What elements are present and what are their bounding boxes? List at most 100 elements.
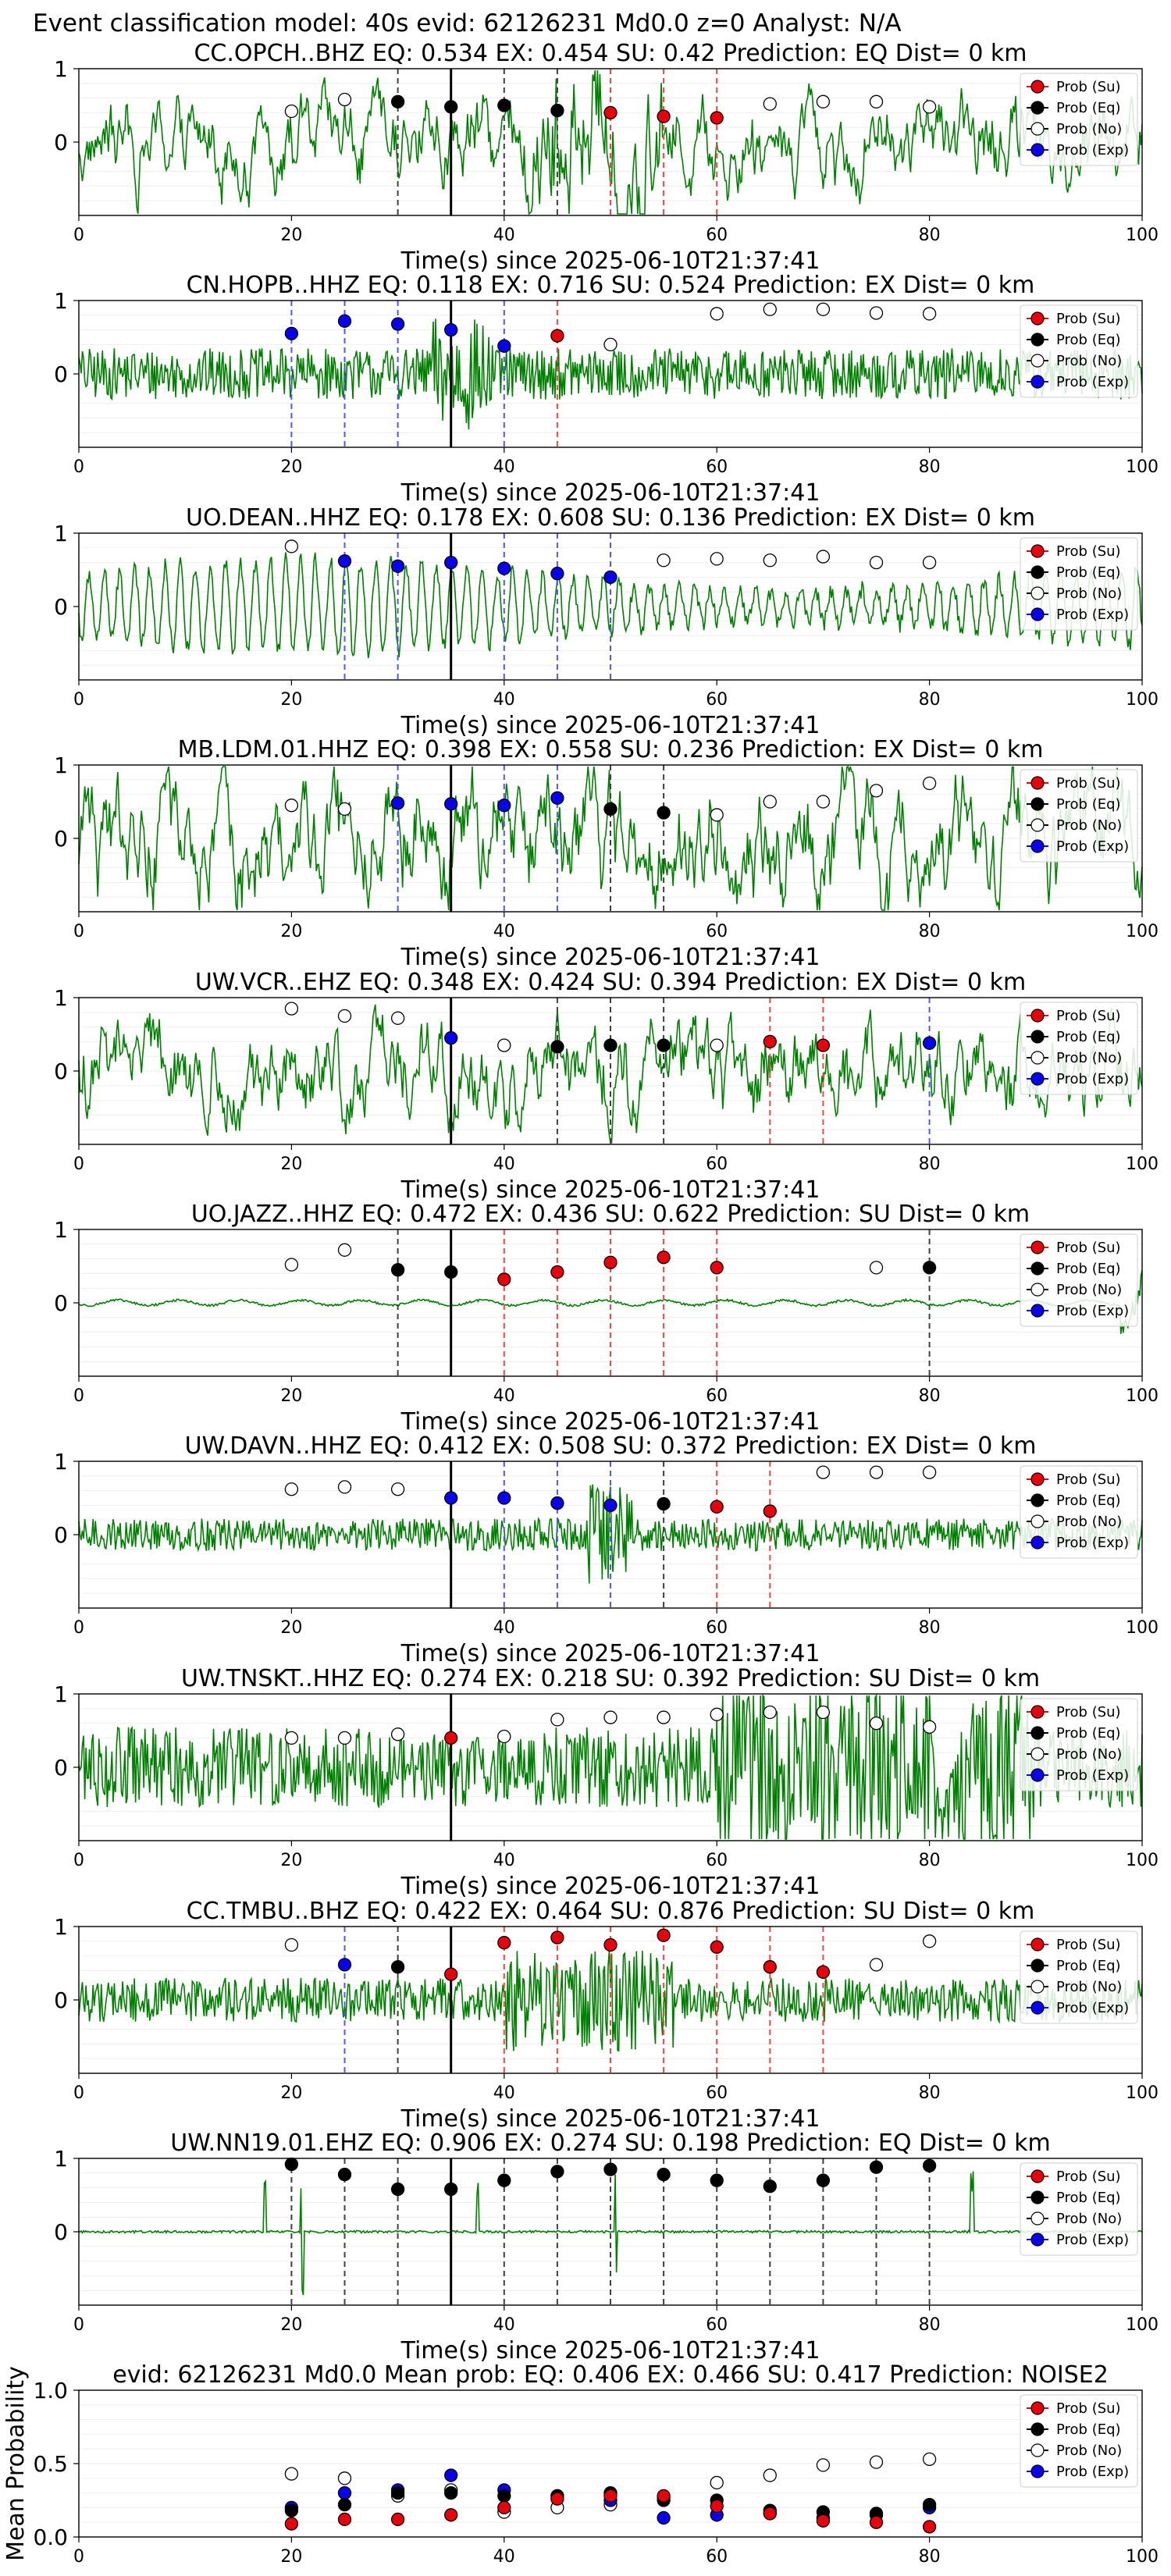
prob-marker-eq	[444, 2182, 458, 2197]
x-tick-label: 40	[493, 2547, 515, 2567]
prob-marker-no	[869, 1465, 884, 1479]
prob-marker-no	[922, 555, 937, 570]
x-tick-label: 40	[493, 2083, 515, 2103]
mean-prob-marker-su	[869, 2515, 884, 2529]
prob-marker-su	[550, 1265, 564, 1279]
y-tick-label: 1.0	[33, 2378, 68, 2403]
x-axis-label: Time(s) since 2025-06-10T21:37:41	[400, 712, 820, 739]
prob-marker-su	[763, 1960, 777, 1974]
y-tick-label: 0	[54, 1755, 68, 1781]
mean-prob-marker-no	[922, 2452, 937, 2467]
y-tick-label: 0	[54, 2219, 68, 2245]
panel-11: evid: 62126231 Md0.0 Mean prob: EQ: 0.40…	[2, 2361, 1159, 2567]
prob-marker-no	[816, 302, 831, 316]
legend-marker-exp	[1030, 143, 1045, 157]
prob-marker-exp	[922, 1036, 937, 1050]
legend-marker-exp	[1030, 1768, 1045, 1782]
prob-marker-eq	[497, 2173, 511, 2187]
legend-marker-eq	[1030, 2190, 1045, 2204]
x-tick-label: 60	[706, 226, 728, 245]
prob-marker-eq	[657, 806, 671, 820]
prob-marker-exp	[603, 570, 618, 585]
legend-marker-exp	[1030, 607, 1045, 621]
axes-frame	[78, 68, 1143, 216]
mean-prob-marker-eq	[337, 2497, 352, 2512]
prob-marker-no	[922, 100, 937, 114]
y-tick-label: 1	[54, 56, 68, 82]
x-tick-label: 60	[706, 2547, 728, 2567]
prob-marker-no	[869, 94, 884, 109]
legend-marker-su	[1030, 1472, 1045, 1486]
legend-label-eq: Prob (Eq)	[1056, 100, 1121, 116]
prob-marker-eq	[922, 1261, 937, 1275]
legend-label-eq: Prob (Eq)	[1056, 1958, 1121, 1974]
mean-prob-marker-exp	[444, 2468, 458, 2482]
x-axis-label: Time(s) since 2025-06-10T21:37:41	[400, 1176, 820, 1204]
prob-marker-no	[869, 555, 884, 570]
mean-prob-marker-eq	[444, 2485, 458, 2500]
legend-label-eq: Prob (Eq)	[1056, 796, 1121, 813]
prob-marker-no	[710, 307, 724, 321]
x-tick-label: 80	[919, 457, 941, 477]
panel-title: UO.JAZZ..HHZ EQ: 0.472 EX: 0.436 SU: 0.6…	[191, 1201, 1030, 1228]
x-tick-label: 80	[919, 1155, 941, 1174]
legend-frame	[1020, 2162, 1138, 2256]
prob-marker-eq	[444, 100, 458, 114]
legend-marker-no	[1030, 1283, 1045, 1297]
mean-prob-marker-su	[497, 2500, 511, 2515]
legend-label-su: Prob (Su)	[1056, 1471, 1121, 1488]
prob-marker-exp	[390, 317, 405, 331]
prob-marker-no	[284, 1258, 299, 1272]
mean-prob-marker-su	[284, 2517, 299, 2531]
legend-marker-eq	[1030, 1261, 1045, 1276]
prob-marker-no	[869, 306, 884, 320]
legend-marker-eq	[1030, 333, 1045, 347]
y-tick-label: 1	[54, 521, 68, 546]
prob-marker-no	[869, 1958, 884, 1972]
prob-marker-no	[284, 1002, 299, 1016]
prob-marker-eq	[603, 1038, 618, 1052]
legend-label-eq: Prob (Eq)	[1056, 2190, 1121, 2206]
prob-marker-no	[284, 1731, 299, 1745]
x-tick-label: 0	[73, 1386, 84, 1406]
panel-3: UO.DEAN..HHZ EQ: 0.178 EX: 0.608 SU: 0.1…	[54, 504, 1159, 739]
prob-marker-su	[816, 1038, 831, 1052]
legend-label-no: Prob (No)	[1056, 1979, 1122, 1995]
legend-label-no: Prob (No)	[1056, 1050, 1122, 1066]
prob-marker-no	[390, 1727, 405, 1742]
mean-prob-marker-no	[816, 2458, 831, 2472]
panel-title: CC.TMBU..BHZ EQ: 0.422 EX: 0.464 SU: 0.8…	[187, 1898, 1035, 1925]
x-tick-label: 40	[493, 1386, 515, 1406]
axes-frame	[78, 997, 1143, 1145]
legend: Prob (Su) Prob (Eq) Prob (No) Prob (Exp)	[1020, 304, 1138, 398]
x-axis-label: Time(s) since 2025-06-10T21:37:41	[400, 479, 820, 507]
mean-prob-marker-eq	[922, 2497, 937, 2512]
legend-marker-no	[1030, 122, 1045, 136]
legend-label-exp: Prob (Exp)	[1056, 607, 1129, 623]
mean-prob-marker-no	[710, 2475, 724, 2490]
legend-label-exp: Prob (Exp)	[1056, 1303, 1129, 1319]
legend: Prob (Su) Prob (Eq) Prob (No) Prob (Exp)	[1020, 1233, 1138, 1327]
prob-marker-no	[816, 1465, 831, 1479]
prob-marker-exp	[550, 567, 564, 581]
x-tick-label: 80	[919, 1618, 941, 1638]
x-tick-label: 20	[280, 922, 302, 941]
x-tick-label: 40	[493, 1618, 515, 1638]
x-tick-label: 100	[1126, 690, 1159, 710]
x-tick-label: 20	[280, 1618, 302, 1638]
legend-label-exp: Prob (Exp)	[1056, 1767, 1129, 1784]
panel-8: UW.TNSKT..HHZ EQ: 0.274 EX: 0.218 SU: 0.…	[54, 1665, 1159, 1900]
x-tick-label: 100	[1126, 1386, 1159, 1406]
legend-frame	[1020, 1002, 1138, 1095]
prob-marker-no	[284, 539, 299, 553]
axes-frame	[78, 1229, 1143, 1377]
x-tick-label: 80	[919, 2315, 941, 2335]
prob-marker-eq	[869, 2160, 884, 2174]
panel-5: UW.VCR..EHZ EQ: 0.348 EX: 0.424 SU: 0.39…	[54, 969, 1159, 1204]
panel-6: UO.JAZZ..HHZ EQ: 0.472 EX: 0.436 SU: 0.6…	[54, 1201, 1159, 1436]
legend-marker-su	[1030, 80, 1045, 94]
prob-marker-no	[922, 1934, 937, 1948]
prob-marker-no	[657, 553, 671, 568]
y-tick-label: 1	[54, 985, 68, 1011]
